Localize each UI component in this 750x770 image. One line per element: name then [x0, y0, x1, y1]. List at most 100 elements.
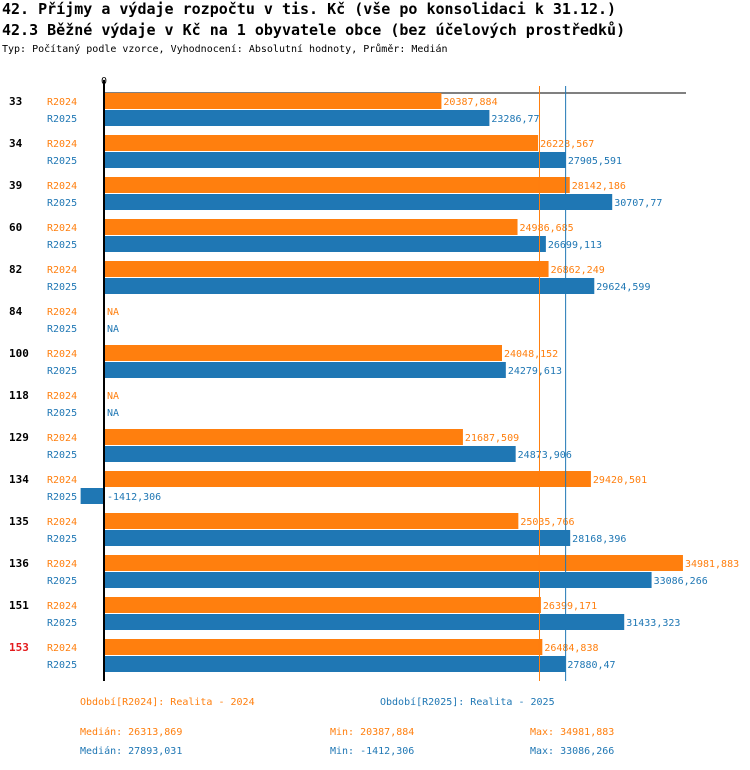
series-label-r2025-34: R2025 — [47, 156, 77, 167]
category-label-33: 33 — [9, 95, 22, 108]
category-label-136: 136 — [9, 557, 29, 570]
bar-r2024-60 — [104, 219, 518, 235]
value-label-r2025-118: NA — [107, 408, 119, 419]
value-label-r2025-136: 33086,266 — [654, 576, 708, 587]
series-label-r2024-151: R2024 — [47, 601, 77, 612]
bar-r2025-136 — [104, 572, 652, 588]
series-label-r2024-33: R2024 — [47, 97, 77, 108]
bar-r2025-33 — [104, 110, 490, 126]
value-label-r2025-129: 24873,906 — [518, 450, 572, 461]
bar-r2025-135 — [104, 530, 571, 546]
bar-r2024-39 — [104, 177, 570, 193]
category-label-135: 135 — [9, 515, 29, 528]
series-label-r2024-39: R2024 — [47, 181, 77, 192]
series-label-r2025-129: R2025 — [47, 450, 77, 461]
category-label-60: 60 — [9, 221, 22, 234]
legend-r2024: Období[R2024]: Realita - 2024 — [80, 697, 255, 708]
series-label-r2025-134: R2025 — [47, 492, 77, 503]
legend-r2025: Období[R2025]: Realita - 2025 — [380, 697, 555, 708]
category-label-100: 100 — [9, 347, 29, 360]
bar-r2024-33 — [104, 93, 442, 109]
value-label-r2024-84: NA — [107, 307, 119, 318]
series-label-r2024-134: R2024 — [47, 475, 77, 486]
series-label-r2024-153: R2024 — [47, 643, 77, 654]
r2025-max-stat: Max: 33086,266 — [530, 746, 615, 757]
bar-r2025-60 — [104, 236, 546, 252]
value-label-r2025-82: 29624,599 — [596, 282, 650, 293]
r2025-median-stat: Medián: 27893,031 — [80, 746, 183, 757]
category-label-153: 153 — [9, 641, 29, 654]
value-label-r2025-151: 31433,323 — [626, 618, 680, 629]
series-label-r2025-33: R2025 — [47, 114, 77, 125]
value-label-r2024-33: 20387,884 — [443, 97, 497, 108]
series-label-r2024-118: R2024 — [47, 391, 77, 402]
bar-r2025-100 — [104, 362, 506, 378]
series-label-r2024-60: R2024 — [47, 223, 77, 234]
r2024-max-stat: Max: 34981,883 — [530, 727, 615, 738]
series-label-r2025-100: R2025 — [47, 366, 77, 377]
series-label-r2024-100: R2024 — [47, 349, 77, 360]
value-label-r2024-39: 28142,186 — [572, 181, 626, 192]
category-label-82: 82 — [9, 263, 22, 276]
r2025-min-stat: Min: -1412,306 — [330, 746, 415, 757]
category-label-151: 151 — [9, 599, 29, 612]
series-label-r2025-151: R2025 — [47, 618, 77, 629]
value-label-r2025-134: -1412,306 — [107, 492, 161, 503]
chart-type-description: Typ: Počítaný podle vzorce, Vyhodnocení:… — [2, 44, 448, 55]
value-label-r2024-151: 26399,171 — [543, 601, 597, 612]
bar-r2024-100 — [104, 345, 502, 361]
series-label-r2025-84: R2025 — [47, 324, 77, 335]
value-label-r2025-100: 24279,613 — [508, 366, 562, 377]
bar-r2025-151 — [104, 614, 625, 630]
value-label-r2024-136: 34981,883 — [685, 559, 739, 570]
series-label-r2024-84: R2024 — [47, 307, 77, 318]
bar-r2024-129 — [104, 429, 463, 445]
value-label-r2024-153: 26484,838 — [544, 643, 598, 654]
chart-title: 42. Příjmy a výdaje rozpočtu v tis. Kč (… — [2, 0, 617, 18]
bar-r2024-135 — [104, 513, 519, 529]
value-label-r2024-134: 29420,501 — [593, 475, 647, 486]
bar-r2025-134 — [80, 488, 104, 504]
category-label-129: 129 — [9, 431, 29, 444]
bar-r2024-153 — [104, 639, 543, 655]
bar-r2025-82 — [104, 278, 595, 294]
series-label-r2025-60: R2025 — [47, 240, 77, 251]
value-label-r2025-60: 26699,113 — [548, 240, 602, 251]
bar-r2025-34 — [104, 152, 566, 168]
bar-r2024-134 — [104, 471, 591, 487]
bar-r2024-82 — [104, 261, 549, 277]
bar-r2025-39 — [104, 194, 613, 210]
value-label-r2024-118: NA — [107, 391, 119, 402]
category-label-118: 118 — [9, 389, 29, 402]
value-label-r2024-60: 24986,685 — [520, 223, 574, 234]
value-label-r2025-84: NA — [107, 324, 119, 335]
series-label-r2025-135: R2025 — [47, 534, 77, 545]
series-label-r2024-129: R2024 — [47, 433, 77, 444]
bar-r2025-153 — [104, 656, 566, 672]
category-label-84: 84 — [9, 305, 23, 318]
r2024-median-stat: Medián: 26313,869 — [80, 727, 183, 738]
value-label-r2025-39: 30707,77 — [614, 198, 662, 209]
value-label-r2024-100: 24048,152 — [504, 349, 558, 360]
series-label-r2025-82: R2025 — [47, 282, 77, 293]
r2024-min-stat: Min: 20387,884 — [330, 727, 415, 738]
value-label-r2024-129: 21687,509 — [465, 433, 519, 444]
series-label-r2025-153: R2025 — [47, 660, 77, 671]
series-label-r2024-135: R2024 — [47, 517, 77, 528]
series-label-r2024-82: R2024 — [47, 265, 77, 276]
value-label-r2024-135: 25035,766 — [520, 517, 574, 528]
category-label-39: 39 — [9, 179, 22, 192]
series-label-r2025-118: R2025 — [47, 408, 77, 419]
value-label-r2024-82: 26862,249 — [551, 265, 605, 276]
bar-r2024-136 — [104, 555, 683, 571]
bar-r2024-34 — [104, 135, 539, 151]
bar-chart: 033R202420387,884R202523286,7734R2024262… — [9, 76, 739, 681]
category-label-34: 34 — [9, 137, 23, 150]
series-label-r2025-39: R2025 — [47, 198, 77, 209]
series-label-r2024-34: R2024 — [47, 139, 77, 150]
chart-subtitle-title: 42.3 Běžné výdaje v Kč na 1 obyvatele ob… — [2, 21, 626, 39]
series-label-r2025-136: R2025 — [47, 576, 77, 587]
category-label-134: 134 — [9, 473, 29, 486]
value-label-r2025-34: 27905,591 — [568, 156, 622, 167]
value-label-r2025-153: 27880,47 — [567, 660, 615, 671]
